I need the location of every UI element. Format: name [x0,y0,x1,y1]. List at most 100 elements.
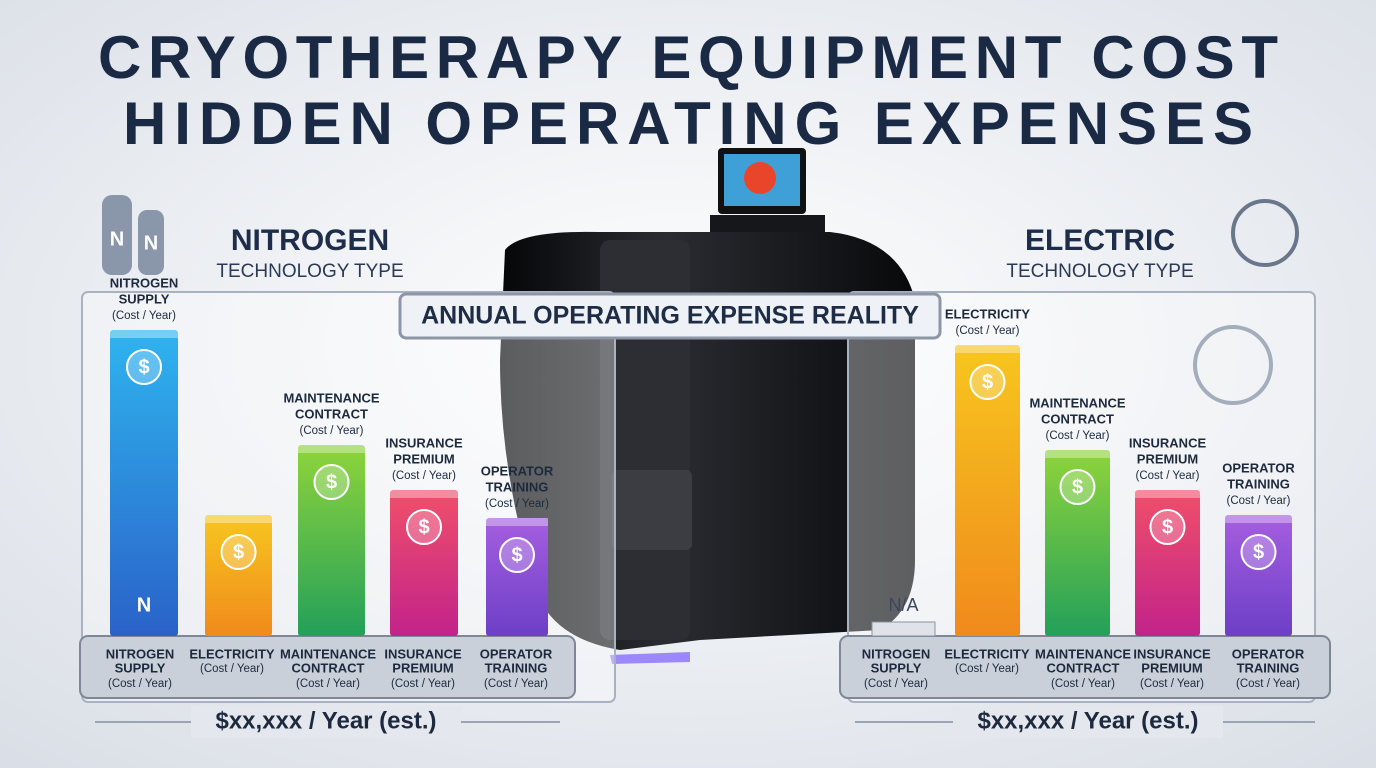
bar-label: TRAINING [486,479,549,494]
coin-icon [220,534,257,570]
base-label: PREMIUM [1141,660,1202,675]
coin-icon [499,537,535,573]
bar-label: OPERATOR [481,463,554,478]
base-unit: (Cost / Year) [1236,678,1300,690]
base-unit: (Cost / Year) [864,678,928,690]
title: CRYOTHERAPY EQUIPMENT COST [98,24,1278,91]
base-label: CONTRACT [1047,660,1120,675]
base-label: INSURANCE [384,646,462,661]
base-label: OPERATOR [480,646,553,661]
bar-label: NITROGEN [110,275,179,290]
empty-slot [871,621,936,637]
tank-symbol: N [137,594,151,616]
bar-top [205,515,272,523]
base-unit: (Cost / Year) [296,678,360,690]
base-label: INSURANCE [1133,646,1211,661]
coin-symbol: $ [233,541,244,563]
plug-icon [1231,199,1299,267]
bar-unit: (Cost / Year) [1136,470,1200,482]
bar [1045,450,1110,636]
base-unit: (Cost / Year) [1051,678,1115,690]
tank-icon [138,210,164,275]
bar [205,515,272,636]
bar-top [1225,515,1292,523]
total: $xx,xxx / Year (est.) [977,707,1198,734]
coin-icon [406,509,442,545]
bar-top [390,490,458,498]
bar-label: PREMIUM [393,451,454,466]
bar-label: PREMIUM [1137,451,1198,466]
bar [110,330,178,636]
panel-title: ELECTRIC [1025,224,1175,257]
panel-subtitle: TECHNOLOGY TYPE [1006,261,1193,282]
base-label: OPERATOR [1232,646,1305,661]
title: HIDDEN OPERATING EXPENSES [123,90,1253,157]
base-label: CONTRACT [292,660,365,675]
base-label: MAINTENANCE [280,646,376,661]
bar-label: CONTRACT [1041,411,1114,426]
base-label: NITROGEN [106,646,175,661]
base-label: TRAINING [485,660,548,675]
panel-subtitle: TECHNOLOGY TYPE [216,261,403,282]
panel-title: NITROGEN [231,224,389,257]
base-label: ELECTRICITY [189,646,275,661]
tank-icon [102,195,132,275]
bar-label: INSURANCE [385,435,463,450]
banner-box [398,292,942,340]
bar [955,345,1020,636]
base-label: NITROGEN [862,646,931,661]
bar-top [955,345,1020,353]
bar-unit: (Cost / Year) [1227,495,1291,507]
total-bg [191,706,461,738]
bar-label: SUPPLY [119,291,170,306]
base-unit: (Cost / Year) [108,678,172,690]
bar-label: ELECTRICITY [945,306,1031,321]
bar-unit: (Cost / Year) [392,470,456,482]
coin-icon [1240,534,1277,570]
bar-label: TRAINING [1227,476,1290,491]
coin-symbol: $ [511,544,522,566]
base-label: TRAINING [1237,660,1300,675]
banner: ANNUAL OPERATING EXPENSE REALITY [421,302,919,330]
base-label: SUPPLY [871,660,922,675]
bar [1225,515,1292,636]
coin-icon [126,349,162,385]
bar-label: MAINTENANCE [283,390,379,405]
tank-symbol: N [110,228,124,250]
bar [298,445,365,636]
total-bg [953,706,1223,738]
base-unit: (Cost / Year) [1140,678,1204,690]
bar-unit: (Cost / Year) [112,310,176,322]
bar-unit: (Cost / Year) [1046,430,1110,442]
coin-symbol: $ [982,371,993,393]
base-unit: (Cost / Year) [955,663,1019,675]
base-label: MAINTENANCE [1035,646,1131,661]
bar-unit: (Cost / Year) [485,498,549,510]
coin-icon [969,364,1006,400]
coin-icon [313,464,350,500]
coin-symbol: $ [418,516,429,538]
tank-symbol: N [144,232,158,254]
base-label: SUPPLY [115,660,166,675]
coin-symbol: $ [1253,541,1264,563]
coin-icon [1149,509,1186,545]
base-unit: (Cost / Year) [200,663,264,675]
base-unit: (Cost / Year) [484,678,548,690]
coin-icon [1059,469,1096,505]
bar-label: OPERATOR [1222,460,1295,475]
plug-icon [1193,325,1273,405]
bar-top [1045,450,1110,458]
bar-label: CONTRACT [295,406,368,421]
na-label: N/A [888,595,918,615]
coin-symbol: $ [1072,476,1083,498]
base-unit: (Cost / Year) [391,678,455,690]
coin-symbol: $ [138,356,149,378]
bar-top [298,445,365,453]
bar-top [1135,490,1200,498]
coin-symbol: $ [326,471,337,493]
bar-label: INSURANCE [1129,435,1207,450]
bar-unit: (Cost / Year) [956,325,1020,337]
bar-label: MAINTENANCE [1029,395,1125,410]
bar [486,518,548,636]
